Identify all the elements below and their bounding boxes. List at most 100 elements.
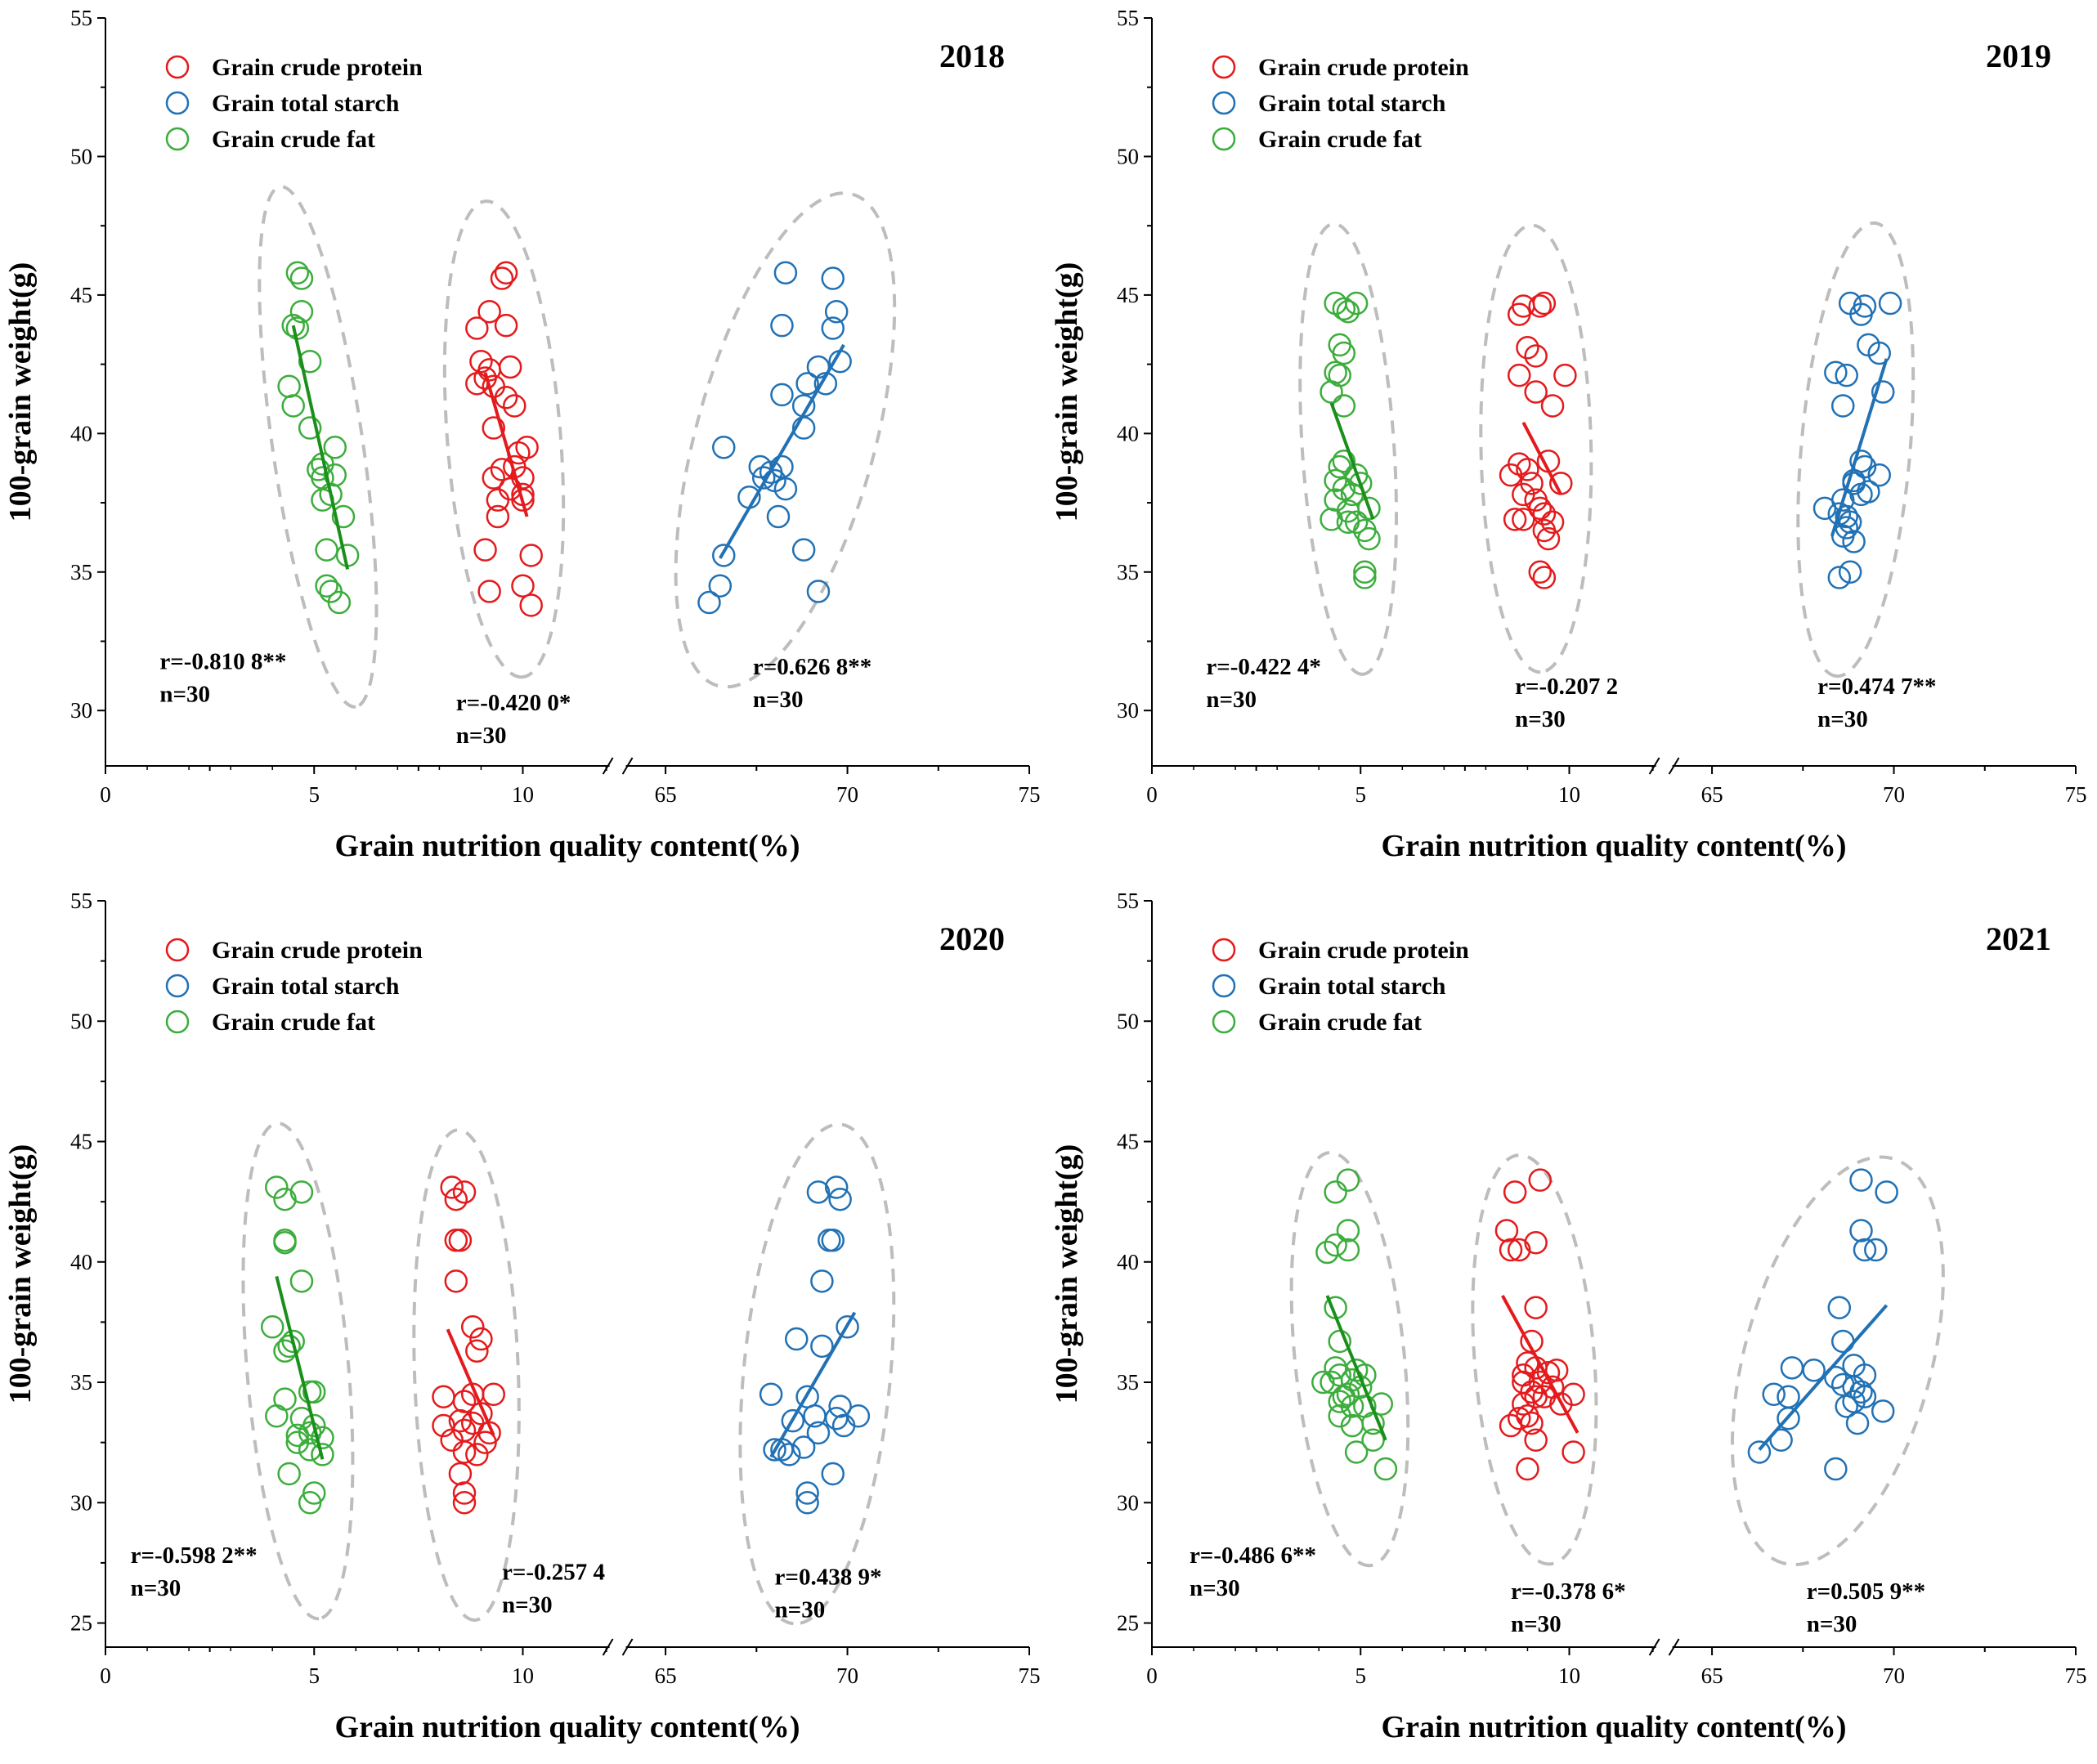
panel-2021: 25 30 35 40 45 50 55 0 5 10 65 70 75 Grain nutrition … xyxy=(1050,889,2087,1744)
data-point xyxy=(1528,496,1553,521)
x-tick-label: 70 xyxy=(1883,782,1905,807)
data-point xyxy=(821,1462,845,1486)
y-tick-label: 30 xyxy=(1117,698,1139,723)
correlation-label: r=0.438 9* xyxy=(775,1564,882,1590)
data-point xyxy=(810,1269,834,1293)
y-tick-label: 50 xyxy=(70,144,92,168)
data-point xyxy=(1361,1428,1385,1452)
data-point xyxy=(465,1339,489,1363)
data-point xyxy=(444,1269,468,1293)
data-point xyxy=(511,574,535,598)
data-point xyxy=(1528,1168,1553,1192)
data-point xyxy=(1524,380,1548,404)
x-axis-title: Grain nutrition quality content(%) xyxy=(1382,1710,1847,1744)
data-point xyxy=(1507,1238,1531,1262)
data-point xyxy=(315,538,338,562)
data-point xyxy=(770,313,794,338)
data-point xyxy=(1320,380,1343,404)
data-point xyxy=(311,1443,334,1466)
data-point xyxy=(1777,1385,1800,1408)
x-tick-label: 0 xyxy=(100,782,111,807)
data-point xyxy=(1769,1428,1793,1452)
y-tick-label: 40 xyxy=(70,421,92,445)
x-tick-label: 5 xyxy=(1355,782,1366,807)
data-point xyxy=(1353,566,1377,589)
data-point xyxy=(289,1180,314,1204)
series-total-starch: r=0.438 9* n=30 xyxy=(738,1122,896,1626)
data-point xyxy=(1324,468,1347,493)
data-point xyxy=(486,488,510,512)
legend-marker xyxy=(1212,55,1236,79)
data-point xyxy=(1507,1406,1531,1430)
data-point xyxy=(1332,341,1356,365)
panel-2020: 25 30 35 40 45 50 55 0 5 10 65 70 75 Grain nutrition … xyxy=(3,889,1041,1744)
data-point xyxy=(1562,1440,1585,1464)
correlation-label: r=-0.378 6* xyxy=(1511,1578,1626,1605)
x-axis-title: Grain nutrition quality content(%) xyxy=(1382,829,1847,863)
data-point xyxy=(298,1491,322,1515)
axis-break-mark xyxy=(1668,757,1680,775)
legend-marker xyxy=(1212,974,1236,998)
y-tick-label: 45 xyxy=(1117,283,1139,307)
data-point xyxy=(1520,1380,1544,1404)
data-point xyxy=(1324,1233,1347,1257)
legend-marker xyxy=(1212,1010,1236,1034)
data-point xyxy=(1503,508,1527,531)
data-point xyxy=(1827,566,1852,589)
y-axis-title: 100-grain weight(g) xyxy=(3,262,38,522)
data-point xyxy=(1336,1238,1360,1262)
data-point xyxy=(1838,560,1862,584)
data-point xyxy=(1762,1382,1786,1407)
data-point xyxy=(712,544,736,567)
data-point xyxy=(773,477,798,501)
sample-size-label: n=30 xyxy=(502,1592,553,1618)
sample-size-label: n=30 xyxy=(456,723,507,749)
regression-line xyxy=(1325,1295,1387,1441)
y-axis-title: 100-grain weight(g) xyxy=(3,1144,38,1404)
y-tick-label: 55 xyxy=(1117,889,1139,913)
y-tick-label: 35 xyxy=(1117,560,1139,584)
y-tick-label: 35 xyxy=(70,560,92,584)
data-point xyxy=(519,593,543,617)
correlation-label: r=-0.486 6** xyxy=(1190,1542,1316,1569)
data-point xyxy=(828,1395,852,1418)
y-tick-label: 45 xyxy=(70,1130,92,1154)
x-tick-label: 5 xyxy=(308,1663,320,1688)
data-point xyxy=(1344,291,1369,316)
legend-marker xyxy=(165,55,190,79)
x-axis-title: Grain nutrition quality content(%) xyxy=(335,1710,800,1744)
regression-line xyxy=(1329,402,1375,521)
data-point xyxy=(1328,454,1351,479)
data-point xyxy=(298,349,322,374)
y-tick-label: 25 xyxy=(70,1611,92,1636)
data-point xyxy=(432,1385,455,1408)
data-point xyxy=(465,316,489,340)
confidence-ellipse xyxy=(442,199,566,679)
data-point xyxy=(323,436,347,459)
data-point xyxy=(1507,302,1531,326)
data-point xyxy=(806,580,831,603)
data-point xyxy=(1853,1385,1877,1408)
axis-break-mark xyxy=(1668,1638,1680,1656)
year-label: 2021 xyxy=(1986,920,2051,957)
sample-size-label: n=30 xyxy=(775,1596,826,1623)
data-point xyxy=(311,1426,334,1450)
correlation-label: r=0.505 9** xyxy=(1807,1578,1925,1605)
data-point xyxy=(511,488,535,512)
data-point xyxy=(773,261,798,285)
series-crude-protein: r=-0.257 4 n=30 xyxy=(412,1128,605,1622)
year-label: 2019 xyxy=(1986,38,2051,74)
data-point xyxy=(1853,1238,1877,1262)
data-point xyxy=(708,574,733,598)
data-point xyxy=(465,1443,489,1466)
confidence-ellipse xyxy=(1796,221,1916,678)
data-point xyxy=(1499,1238,1523,1262)
data-point xyxy=(1332,449,1356,473)
data-point xyxy=(285,1430,310,1454)
data-point xyxy=(277,1462,301,1486)
data-point xyxy=(289,299,314,324)
data-point xyxy=(444,1229,468,1252)
panel-2019: 30 35 40 45 50 55 0 5 10 65 70 75 Grain nutrition qu… xyxy=(1050,6,2087,863)
data-point xyxy=(697,590,721,615)
data-point xyxy=(821,266,845,290)
